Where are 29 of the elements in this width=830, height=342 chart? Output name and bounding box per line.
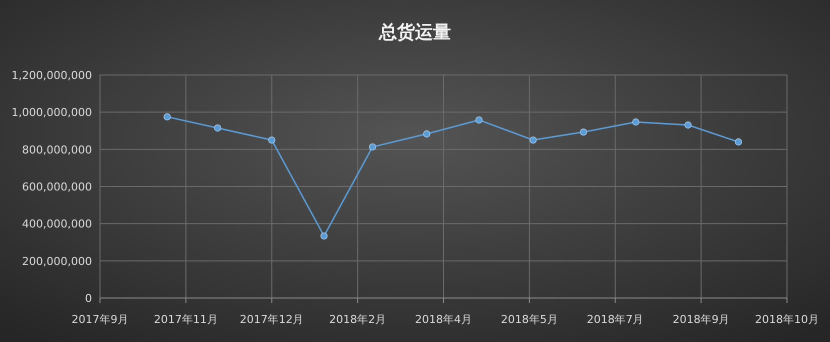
x-tick-label: 2017年11月 [154,313,218,326]
point [423,130,430,138]
point [320,232,328,240]
y-tick-label: 200,000,000 [22,254,92,268]
x-tick-label: 2018年4月 [415,313,472,326]
point [475,116,483,124]
x-tick-label: 2018年10月 [755,313,819,326]
chart-title: 总货运量 [378,22,451,43]
y-tick-label: 800,000,000 [22,143,92,156]
y-tick-label: 600,000,000 [22,180,92,194]
y-tick-label: 1,000,000,000 [12,106,92,120]
x-tick-label: 2018年7月 [586,313,644,326]
y-tick-label: 0 [85,292,92,305]
point [632,118,640,126]
x-tick-label: 2018年2月 [329,313,386,326]
point [368,143,376,151]
point [734,138,742,146]
point [214,124,222,132]
point [530,136,537,144]
y-tick-label: 400,000,000 [22,218,92,231]
point [268,136,276,144]
y-tick-label: 1,200,000,000 [12,69,92,82]
point [684,121,692,129]
x-tick-label: 2018年5月 [500,313,558,326]
point [164,113,171,120]
point [580,128,588,136]
x-tick-label: 2017年9月 [72,313,128,326]
x-tick-label: 2017年12月 [240,313,304,326]
x-tick-label: 2018年9月 [672,313,730,326]
